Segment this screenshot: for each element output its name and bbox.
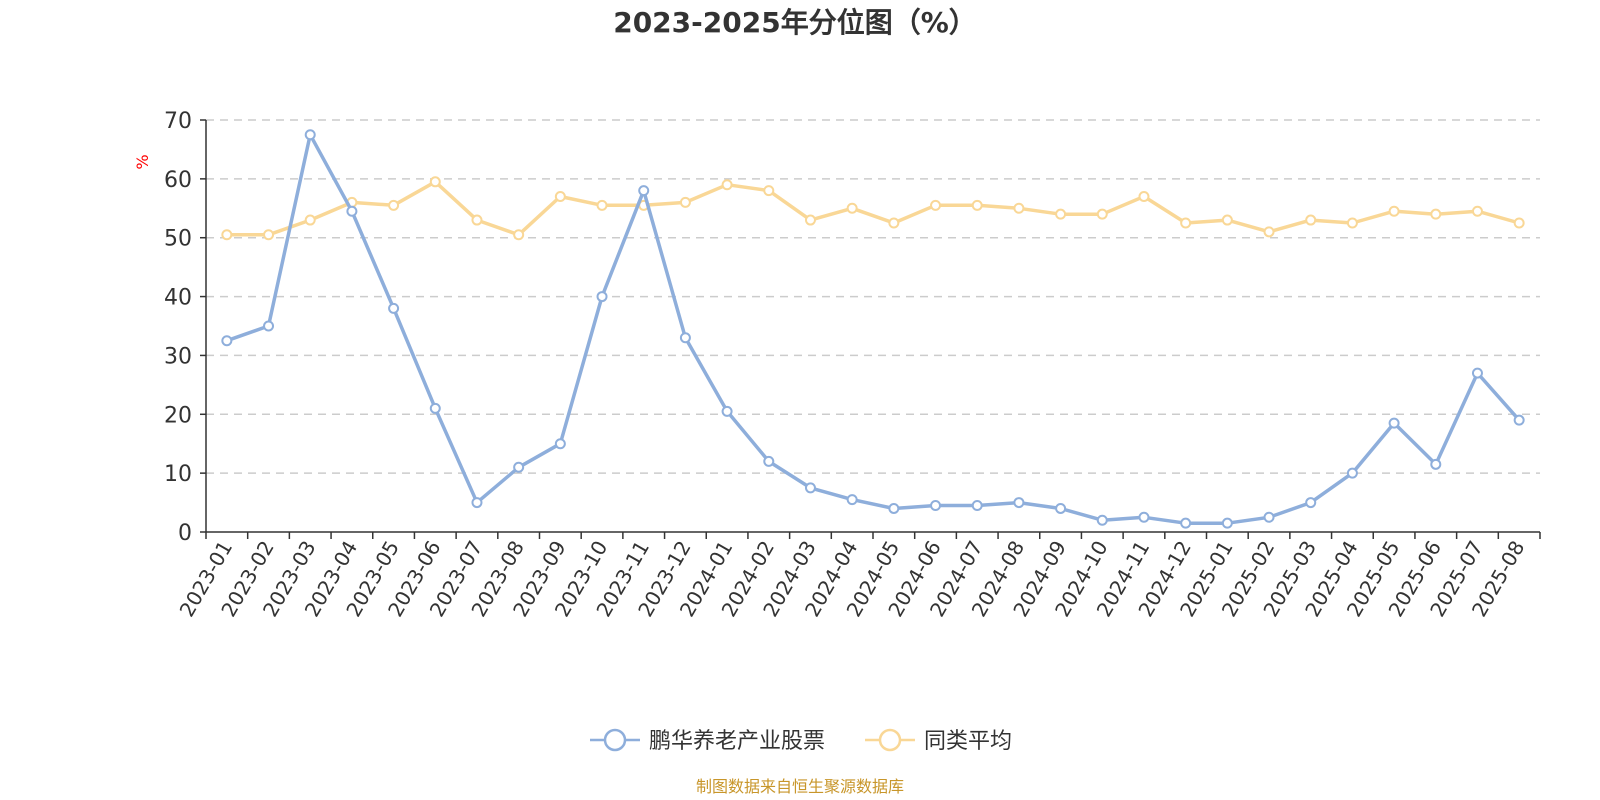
legend-label: 鹏华养老产业股票 [649,729,825,754]
legend-item-fund[interactable]: 鹏华养老产业股票 [590,728,825,754]
data-point[interactable] [1388,205,1400,217]
data-point[interactable] [1180,517,1192,529]
data-point[interactable] [888,217,900,229]
data-point[interactable] [513,461,525,473]
grid-layer [206,119,1540,474]
data-point[interactable] [388,199,400,211]
data-point[interactable] [1096,514,1108,526]
data-point[interactable] [263,229,275,241]
data-point[interactable] [596,291,608,303]
data-point[interactable] [1138,511,1150,523]
data-point[interactable] [930,500,942,512]
data-point[interactable] [1430,208,1442,220]
y-tick-label: 20 [164,403,192,428]
data-point[interactable] [804,482,816,494]
series-line [226,180,1520,237]
y-tick-label: 10 [164,462,192,487]
data-point[interactable] [304,129,316,141]
data-point[interactable] [1221,214,1233,226]
y-tick-label: 0 [178,521,192,546]
data-point[interactable] [1055,502,1067,514]
chart-title: 2023-2025年分位图（%） [613,6,977,39]
data-point[interactable] [221,229,233,241]
data-point[interactable] [1180,217,1192,229]
data-point[interactable] [1513,414,1525,426]
series-line [226,132,1521,525]
y-tick-label: 60 [164,168,192,193]
legend-marker-icon [603,728,627,752]
data-point[interactable] [804,214,816,226]
legend[interactable]: 鹏华养老产业股票 同类平均 [590,728,1012,754]
data-point[interactable] [1346,217,1358,229]
data-point[interactable] [304,214,316,226]
data-point[interactable] [679,332,691,344]
data-point[interactable] [1055,208,1067,220]
legend-item-average[interactable]: 同类平均 [865,728,1012,754]
data-point[interactable] [971,500,983,512]
data-point[interactable] [930,199,942,211]
data-point[interactable] [971,199,983,211]
data-point[interactable] [346,205,358,217]
legend-marker-icon [878,728,902,752]
data-point[interactable] [679,196,691,208]
data-point[interactable] [763,185,775,197]
data-point[interactable] [1013,202,1025,214]
data-point[interactable] [221,335,233,347]
data-point[interactable] [1096,208,1108,220]
data-point[interactable] [1263,511,1275,523]
data-point[interactable] [1346,467,1358,479]
data-point[interactable] [1388,417,1400,429]
data-point[interactable] [1221,517,1233,529]
data-point[interactable] [388,302,400,314]
data-point[interactable] [429,402,441,414]
data-point[interactable] [846,494,858,506]
y-axis-label: % [133,154,152,169]
data-point[interactable] [1263,226,1275,238]
y-tick-label: 40 [164,286,192,311]
data-point[interactable] [429,176,441,188]
data-point[interactable] [1471,367,1483,379]
data-point[interactable] [554,191,566,203]
data-point[interactable] [471,214,483,226]
data-point[interactable] [846,202,858,214]
y-tick-label: 70 [164,109,192,134]
series-fund [221,129,1525,529]
axis-layer: 0102030405060702023-012023-022023-032023… [164,109,1541,621]
data-point[interactable] [1305,214,1317,226]
data-point[interactable] [763,455,775,467]
series-layer [221,129,1525,529]
legend-label: 同类平均 [924,729,1012,754]
data-point[interactable] [263,320,275,332]
data-point[interactable] [1305,497,1317,509]
data-point[interactable] [596,199,608,211]
data-point[interactable] [1513,217,1525,229]
y-tick-label: 30 [164,344,192,369]
y-tick-label: 50 [164,227,192,252]
data-point[interactable] [888,502,900,514]
data-point[interactable] [1013,497,1025,509]
data-point[interactable] [471,497,483,509]
data-point[interactable] [513,229,525,241]
source-note: 制图数据来自恒生聚源数据库 [696,777,904,796]
data-point[interactable] [1471,205,1483,217]
data-point[interactable] [638,185,650,197]
data-point[interactable] [1138,191,1150,203]
data-point[interactable] [554,438,566,450]
data-point[interactable] [1430,458,1442,470]
series-average [221,176,1525,241]
data-point[interactable] [721,179,733,191]
data-point[interactable] [721,405,733,417]
